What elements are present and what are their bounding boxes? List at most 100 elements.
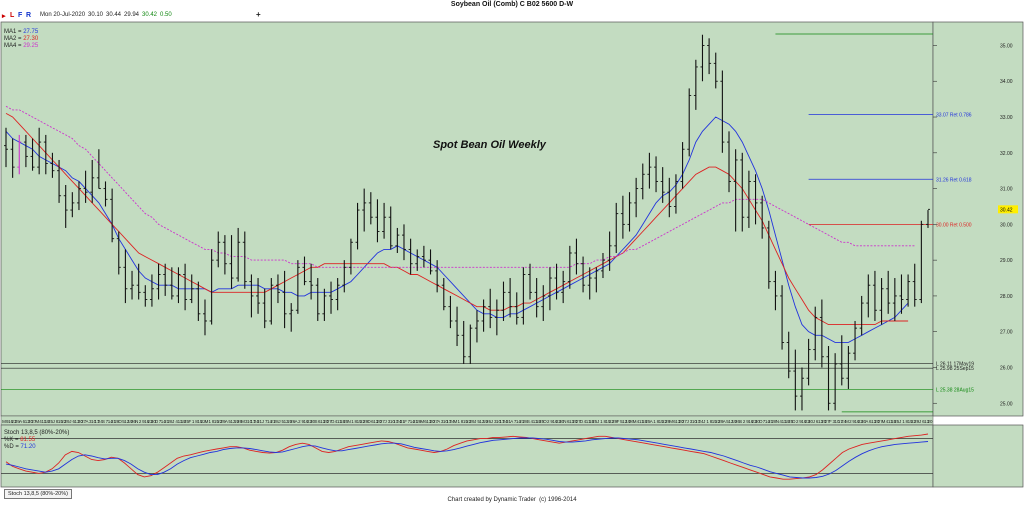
x-tick-label-65: 22: [217, 419, 223, 424]
x-tick-label-63: 8: [212, 419, 215, 424]
x-tick-label-55: 25: [184, 419, 190, 424]
x-tick-label-120: 31: [400, 419, 406, 424]
ohlc-bar-43: [289, 303, 294, 332]
x-tick-label-229: 7: [763, 419, 766, 424]
x-tick-label-19: 29: [65, 419, 71, 424]
x-tick-label-276: J: [919, 419, 921, 424]
play-icon[interactable]: ▸: [2, 13, 6, 20]
x-tick-label-193: 18: [642, 419, 648, 424]
y-tick-label-10: 25.00: [1000, 401, 1013, 407]
x-tick-label-4: 29: [15, 419, 21, 424]
x-tick-label-44: 23: [148, 419, 154, 424]
chart-annotation: Spot Bean Oil Weekly: [433, 139, 547, 151]
x-tick-label-171: 13: [569, 419, 575, 424]
ohlc-bar-77: [514, 292, 519, 325]
x-tick-label-260: A: [865, 419, 868, 424]
add-icon[interactable]: +: [256, 10, 261, 19]
ohlc-bar-132: [879, 278, 884, 325]
x-tick-label-70: 19: [234, 419, 240, 424]
x-tick-label-46: D: [155, 419, 159, 424]
y-tick-label-2: 33.00: [1000, 115, 1013, 121]
x-tick-label-3: 23: [11, 419, 17, 424]
x-tick-label-132: 3: [441, 419, 444, 424]
x-tick-label-274: 22: [911, 419, 917, 424]
x-tick-label-93: 30: [310, 419, 316, 424]
ohlc-bar-75: [501, 281, 506, 321]
x-tick-label-53: 11: [178, 419, 183, 424]
x-tick-label-29: 24: [98, 419, 104, 424]
x-tick-label-52: 4: [175, 419, 178, 424]
x-tick-label-13: 18: [45, 419, 51, 424]
x-tick-label-101: 11: [337, 419, 342, 424]
x-tick-label-172: 20: [572, 419, 578, 424]
y-tick-label-8: 27.00: [1000, 330, 1013, 336]
x-tick-label-58: 8: [195, 419, 198, 424]
ohlc-bar-82: [547, 267, 552, 311]
bar-date: Mon 20-Jul-2020: [40, 12, 86, 18]
x-tick-label-78: J: [262, 419, 264, 424]
level-label-4: L 26.11 17May19: [936, 362, 974, 368]
x-tick-label-259: 30: [861, 419, 867, 424]
ohlc-bar-0: [4, 127, 8, 168]
ohlc-bar-46: [309, 263, 314, 300]
stoch-tab[interactable]: Stoch 13,8,5 (80%-20%): [4, 489, 72, 499]
x-tick-label-147: J: [491, 419, 493, 424]
ohlc-bar-56: [375, 199, 380, 243]
x-tick-label-233: N: [776, 419, 779, 424]
ohlc-bar-54: [362, 188, 367, 232]
x-tick-label-195: A: [650, 419, 653, 424]
x-tick-label-126: M: [420, 419, 424, 424]
stoch-k-line: [5, 433, 929, 480]
ohlc-bar-135: [899, 274, 904, 314]
x-tick-label-235: 11: [782, 419, 787, 424]
x-tick-label-230: 14: [765, 419, 771, 424]
x-tick-label-177: 18: [589, 419, 595, 424]
x-tick-label-205: 27: [682, 419, 688, 424]
ohlc-bar-23: [156, 263, 161, 300]
ohlc-bar-63: [421, 245, 426, 268]
x-tick-label-241: 16: [801, 419, 807, 424]
x-tick-label-262: 13: [871, 419, 877, 424]
level-label-3: 30.00 Ret 0.500: [936, 222, 972, 228]
ohlc-bar-79: [528, 263, 533, 300]
x-tick-label-211: J: [703, 419, 705, 424]
x-tick-label-75: 17: [250, 419, 256, 424]
x-tick-label-256: 9: [852, 419, 855, 424]
x-tick-label-32: 14: [108, 419, 114, 424]
f-icon[interactable]: F: [18, 12, 23, 19]
r-icon[interactable]: R: [26, 12, 32, 19]
x-tick-label-150: 17: [499, 419, 505, 424]
x-tick-label-152: 31: [506, 419, 512, 424]
x-tick-label-127: 6: [424, 419, 427, 424]
x-tick-label-116: 3: [388, 419, 391, 424]
x-tick-label-163: O: [543, 419, 547, 424]
x-tick-label-191: 4: [637, 419, 640, 424]
stoch-k: %K = 81.55: [4, 437, 36, 443]
y-tick-label-9: 26.00: [1000, 365, 1013, 371]
ohlc-bar-96: [640, 163, 645, 200]
y-tick-label-1: 34.00: [1000, 79, 1013, 85]
x-tick-label-151: 24: [503, 419, 509, 424]
ohlc-bar-35: [236, 227, 241, 282]
ohlc-bar-131: [872, 270, 877, 321]
ohlc-bar-24: [163, 263, 168, 296]
l-icon[interactable]: L: [10, 12, 15, 19]
x-tick-label-197: 8: [657, 419, 660, 424]
x-tick-label-168: 30: [559, 419, 565, 424]
ohlc-bar-111: [740, 152, 745, 232]
x-tick-label-131: A: [437, 419, 440, 424]
ohlc-bar-15: [103, 181, 108, 207]
x-tick-label-0: M: [2, 419, 6, 424]
ohlc-bar-38: [256, 278, 261, 314]
last-price-marker: [998, 205, 1018, 214]
ohlc-bar-44: [295, 260, 300, 314]
x-tick-label-217: A: [723, 419, 726, 424]
x-tick-label-40: N: [135, 419, 138, 424]
ohlc-bar-84: [561, 270, 566, 304]
legend-ma1: MA1 = 27.75: [4, 29, 39, 35]
x-tick-label-222: S: [739, 419, 742, 424]
x-tick-label-264: 27: [878, 419, 884, 424]
x-tick-label-226: 23: [752, 419, 758, 424]
x-tick-label-121: F: [404, 419, 407, 424]
x-tick-label-87: 26: [290, 419, 296, 424]
